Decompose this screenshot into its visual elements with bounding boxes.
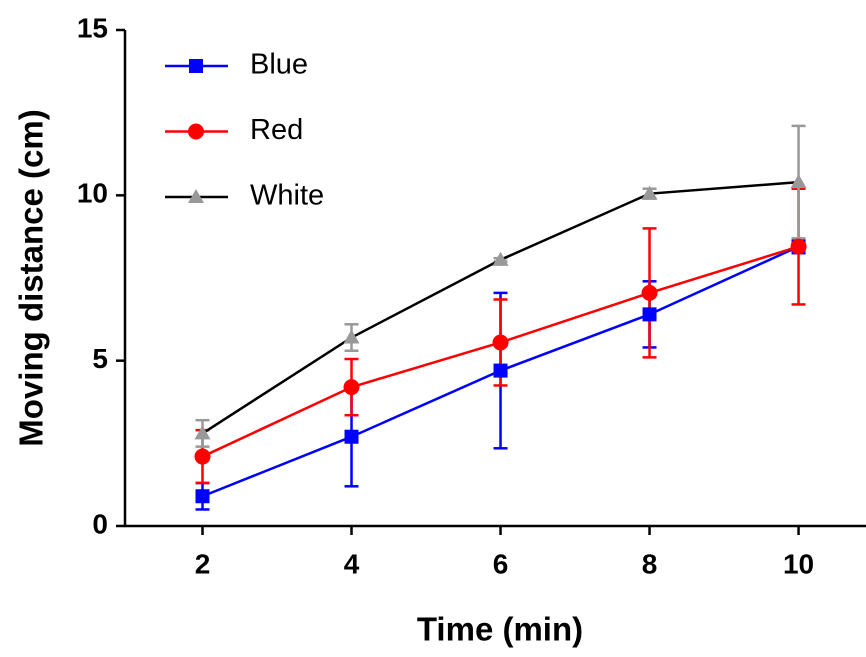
- marker: [493, 363, 508, 378]
- marker: [194, 448, 211, 465]
- marker: [195, 489, 210, 504]
- marker: [492, 251, 509, 266]
- legend-label: Red: [250, 114, 303, 146]
- marker: [492, 334, 509, 351]
- marker: [642, 307, 657, 322]
- legend-label: Blue: [250, 49, 308, 81]
- marker: [641, 284, 658, 301]
- marker: [343, 329, 360, 344]
- x-tick-label: 10: [783, 548, 814, 579]
- y-tick-label: 5: [92, 343, 108, 374]
- y-tick-label: 0: [92, 508, 108, 539]
- marker: [790, 174, 807, 189]
- marker: [194, 425, 211, 440]
- marker: [344, 429, 359, 444]
- marker: [790, 238, 807, 255]
- x-tick-label: 6: [493, 548, 509, 579]
- x-axis-label: Time (min): [417, 611, 583, 648]
- legend-marker: [189, 59, 203, 73]
- x-tick-label: 4: [344, 548, 360, 579]
- y-tick-label: 15: [77, 12, 108, 43]
- legend-marker: [188, 123, 204, 140]
- legend-label: White: [250, 180, 324, 212]
- y-tick-label: 10: [77, 178, 108, 209]
- y-axis-label: Moving distance (cm): [13, 109, 50, 446]
- legend-marker: [188, 189, 204, 203]
- marker: [343, 379, 360, 396]
- x-tick-label: 8: [642, 548, 658, 579]
- marker: [641, 185, 658, 200]
- x-tick-label: 2: [195, 548, 211, 579]
